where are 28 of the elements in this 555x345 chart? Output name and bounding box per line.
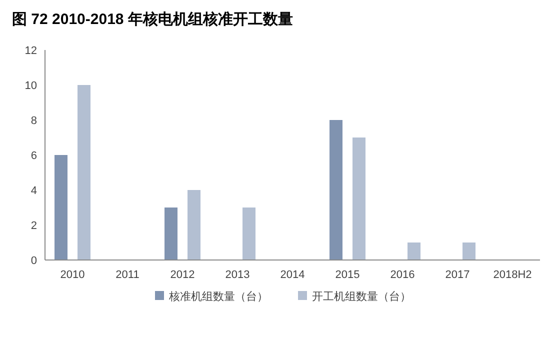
legend-label: 开工机组数量（台） [312, 290, 411, 303]
bar [54, 155, 68, 260]
x-tick-label: 2016 [390, 269, 415, 281]
x-tick-label: 2017 [445, 269, 470, 281]
y-tick-label: 12 [24, 45, 37, 57]
bar [78, 85, 90, 260]
legend-label: 核准机组数量（台） [168, 290, 268, 303]
bar [330, 120, 342, 260]
bar [164, 208, 178, 260]
bar [408, 242, 420, 260]
bar [462, 242, 476, 260]
chart-title: 图 72 2010-2018 年核电机组核准开工数量 [12, 11, 293, 28]
bar [352, 138, 366, 260]
x-tick-label: 2011 [116, 269, 140, 281]
bar [188, 190, 200, 260]
x-tick-label: 2018H2 [493, 269, 532, 281]
y-tick-label: 4 [30, 185, 37, 197]
y-tick-label: 6 [30, 150, 37, 162]
x-tick-label: 2015 [335, 269, 360, 281]
y-tick-label: 2 [30, 220, 37, 232]
x-tick-label: 2014 [280, 269, 305, 281]
y-tick-label: 8 [30, 115, 37, 127]
bar [242, 208, 256, 260]
x-tick-label: 2010 [60, 269, 85, 281]
y-tick-label: 0 [30, 255, 37, 267]
x-tick-label: 2013 [225, 269, 250, 281]
x-tick-label: 2012 [170, 269, 195, 281]
y-tick-label: 10 [24, 80, 37, 92]
